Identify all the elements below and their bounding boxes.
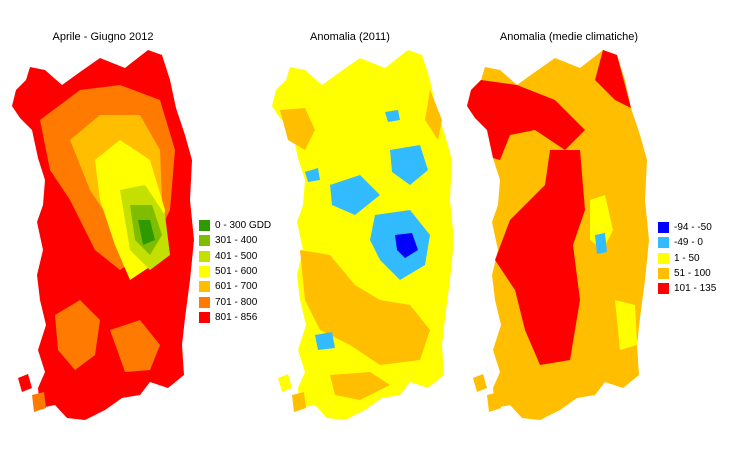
legend-anomaly-item: 51 - 100 (657, 266, 716, 281)
legend-label: 401 - 500 (215, 250, 258, 262)
legend-swatch (198, 219, 211, 233)
legend-label: 601 - 700 (215, 281, 258, 293)
legend-label: -94 - -50 (674, 222, 712, 234)
legend-gdd: 0 - 300 GDD 301 - 400 401 - 500 501 - 60… (198, 218, 271, 325)
legend-gdd-item: 501 - 600 (198, 264, 271, 279)
legend-swatch (657, 251, 670, 265)
legend-anomaly-item: -94 - -50 (657, 220, 716, 235)
legend-anomaly-item: -49 - 0 (657, 235, 716, 250)
legend-swatch (198, 249, 211, 263)
legend-gdd-item: 701 - 800 (198, 294, 271, 309)
legend-label: 501 - 600 (215, 266, 258, 278)
map-title-anomaly-2011: Anomalia (2011) (310, 31, 390, 43)
legend-swatch (198, 234, 211, 248)
map-gdd (12, 50, 194, 420)
legend-swatch (657, 282, 670, 296)
legend-gdd-item: 801 - 856 (198, 310, 271, 325)
legend-swatch (657, 267, 670, 281)
legend-gdd-item: 401 - 500 (198, 249, 271, 264)
legend-label: 1 - 50 (674, 252, 700, 264)
legend-label: 51 - 100 (674, 268, 711, 280)
legend-anomaly-item: 1 - 50 (657, 251, 716, 266)
legend-swatch (198, 265, 211, 279)
legend-label: 301 - 400 (215, 235, 258, 247)
map-title-gdd: Aprile - Giugno 2012 (52, 31, 154, 43)
legend-gdd-item: 0 - 300 GDD (198, 218, 271, 233)
legend-swatch (657, 236, 670, 250)
legend-swatch (198, 280, 211, 294)
legend-swatch (198, 295, 211, 309)
legend-swatch (198, 310, 211, 324)
legend-label: 0 - 300 GDD (215, 220, 272, 232)
legend-label: -49 - 0 (674, 237, 703, 249)
legend-swatch (657, 221, 670, 235)
legend-anomaly: -94 - -50 -49 - 0 1 - 50 51 - 100 101 - … (657, 220, 716, 296)
legend-label: 801 - 856 (215, 311, 258, 323)
legend-gdd-item: 601 - 700 (198, 279, 271, 294)
legend-anomaly-item: 101 - 135 (657, 281, 716, 296)
legend-gdd-item: 301 - 400 (198, 233, 271, 248)
legend-label: 701 - 800 (215, 296, 258, 308)
legend-label: 101 - 135 (674, 283, 717, 295)
map-anomaly-climate (467, 50, 649, 420)
map-title-anomaly-climate: Anomalia (medie climatiche) (499, 31, 639, 43)
map-anomaly-2011 (272, 50, 454, 420)
